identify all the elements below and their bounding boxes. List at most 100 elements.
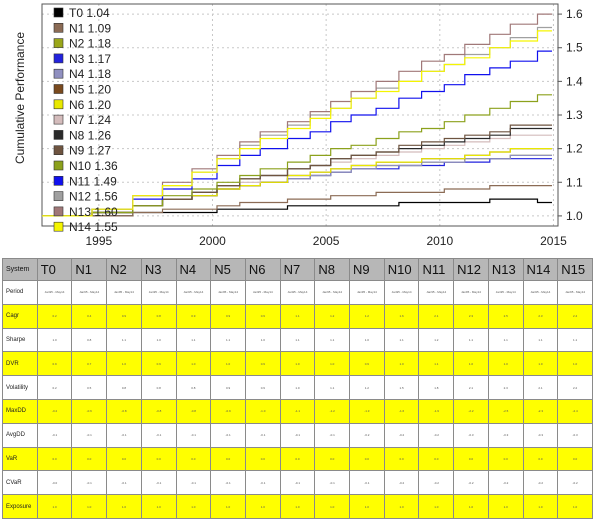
- table-cell: 0.0: [383, 446, 420, 472]
- table-cell: -0.1: [279, 422, 316, 448]
- legend-label-9: N9 1.27: [69, 144, 111, 158]
- table-cell: -0.1: [210, 422, 246, 448]
- table-cell: 1.1: [418, 351, 455, 377]
- table-cell: 1.1: [314, 375, 351, 400]
- legend-label-1: N1 1.09: [69, 21, 111, 35]
- table-cell: 2.3: [487, 375, 524, 400]
- legend-swatch-2: [53, 38, 64, 48]
- table-cell: Jan95 - May14: [175, 280, 212, 305]
- series-line-3: [42, 158, 552, 217]
- table-cell: 0.9: [140, 351, 177, 377]
- table-cell: -0.2: [383, 422, 420, 448]
- legend-swatch-10: [53, 160, 64, 171]
- table-cell: Jan95 - May14: [140, 280, 177, 305]
- table-cell: 2.1: [418, 303, 455, 329]
- legend-label-5: N5 1.20: [69, 83, 111, 97]
- legend-swatch-9: [53, 145, 64, 155]
- x-tick-label-2: 2005: [313, 234, 340, 248]
- table-cell: 2.2: [557, 375, 593, 400]
- table-cell: 0.9: [349, 351, 385, 377]
- table-cell: -0.1: [106, 422, 142, 448]
- series-line-9: [42, 124, 552, 217]
- table-cell: 1.1: [383, 327, 420, 353]
- column-header-n6: N6: [244, 258, 281, 281]
- table-cell: 2.1: [522, 375, 559, 400]
- column-header-n9: N9: [349, 258, 385, 281]
- table-cell: -0.1: [314, 422, 351, 448]
- column-header-n11: N11: [418, 258, 455, 281]
- legend-swatch-11: [53, 176, 64, 186]
- series-line-13: [42, 13, 552, 217]
- table-cell: 1.8: [418, 375, 455, 400]
- column-header-n3: N3: [140, 258, 177, 281]
- row-label: Exposure: [2, 494, 38, 519]
- table-cell: 0.9: [36, 351, 73, 377]
- table-cell: -1.6: [383, 398, 420, 424]
- table-cell: 1.2: [349, 303, 385, 329]
- x-tick-label-0: 1995: [85, 234, 112, 248]
- table-cell: 1.0: [140, 494, 177, 519]
- table-cell: -0.3: [522, 422, 559, 448]
- table-cell: 0.0: [487, 446, 524, 472]
- table-cell: 0.5: [71, 375, 108, 400]
- y-tick-label-4: 1.4: [566, 74, 583, 88]
- legend-swatch-12: [53, 191, 64, 201]
- column-header-t0: T0: [36, 258, 73, 281]
- table-cell: 1.0: [349, 327, 385, 353]
- table-cell: 2.3: [453, 303, 489, 329]
- table-row: CVaR -0.0 -0.1 -0.1 -0.1 -0.1 -0.1 -0.1 -0.1 -0.1…: [2, 470, 593, 496]
- table-cell: 1.1: [487, 327, 524, 353]
- table-cell: -0.1: [210, 470, 246, 496]
- table-row: VaR 0.0 0.0 0.0 0.0 0.0 0.0 0.0 0.0 0.0 0.0 0.0 0.0 0…: [2, 446, 593, 472]
- table-cell: 1.0: [557, 494, 593, 519]
- table-header-row: System T0 N1 N2 N3 N4 N5 N6 N7 N8 N9 N10 N11 N12 N13 N…: [2, 258, 593, 281]
- cumulative-performance-chart: 1995 2000 2005 2010 2015 1.0 1.1 1.2 1.3 1.4 1.5 1.…: [13, 3, 583, 248]
- table-cell: 1.0: [71, 494, 108, 519]
- series-line-4: [42, 154, 552, 217]
- row-label: MaxDD: [2, 398, 38, 424]
- column-header-n8: N8: [314, 258, 351, 281]
- table-cell: -0.2: [418, 422, 455, 448]
- table-cell: 1.0: [106, 494, 142, 519]
- table-cell: -0.1: [279, 470, 316, 496]
- table-cell: -2.2: [453, 398, 489, 424]
- table-cell: -0.2: [487, 470, 524, 496]
- table-cell: 0.0: [314, 446, 351, 472]
- table-cell: 2.5: [487, 303, 524, 329]
- table-row: Exposure 1.0 1.0 1.0 1.0 1.0 1.0 1.0 1.0 1.0 1.0 1.…: [2, 494, 593, 519]
- table-cell: -0.1: [140, 422, 177, 448]
- row-label: Sharpe: [2, 327, 38, 353]
- table-cell: -2.5: [487, 398, 524, 424]
- table-cell: -0.1: [140, 470, 177, 496]
- column-header-n5: N5: [210, 258, 246, 281]
- legend-label-2: N2 1.18: [69, 37, 111, 51]
- legend-label-14: N14 1.55: [69, 220, 118, 234]
- table-cell: 0.0: [349, 446, 385, 472]
- table-cell: 1.1: [314, 327, 351, 353]
- table-cell: 1.0: [36, 327, 73, 353]
- table-cell: -2.3: [522, 398, 559, 424]
- table-cell: 1.1: [453, 327, 489, 353]
- column-header-n7: N7: [279, 258, 316, 281]
- column-header-n15: N15: [557, 258, 593, 281]
- x-tick-label-1: 2000: [199, 234, 226, 248]
- table-cell: 0.4: [71, 303, 108, 329]
- column-header-n1: N1: [71, 258, 108, 281]
- table-cell: Jan95 - May14: [244, 280, 281, 305]
- table-cell: -0.1: [175, 422, 212, 448]
- table-cell: 0.9: [244, 375, 281, 400]
- table-cell: 0.2: [36, 375, 73, 400]
- table-cell: 1.6: [383, 303, 420, 329]
- table-cell: -0.2: [383, 470, 420, 496]
- table-cell: -0.1: [106, 470, 142, 496]
- legend-label-0: T0 1.04: [69, 6, 110, 20]
- table-cell: 0.0: [106, 446, 142, 472]
- table-cell: 1.0: [175, 494, 212, 519]
- row-label: VaR: [2, 446, 38, 472]
- table-cell: -0.8: [106, 398, 142, 424]
- y-tick-label-1: 1.1: [566, 175, 583, 189]
- legend-label-6: N6 1.20: [69, 98, 111, 112]
- legend-swatch-1: [53, 22, 64, 33]
- legend-swatch-4: [53, 68, 64, 79]
- table-cell: 0.0: [244, 446, 281, 472]
